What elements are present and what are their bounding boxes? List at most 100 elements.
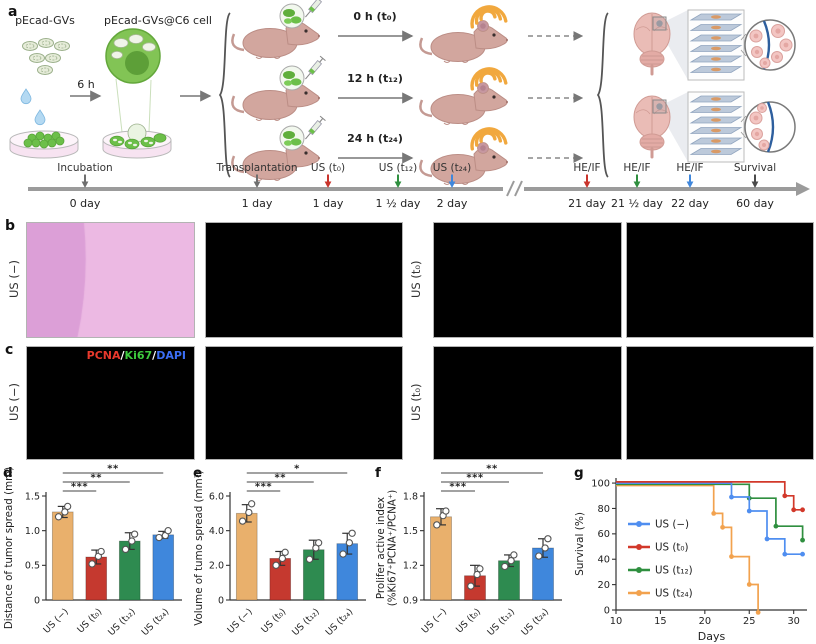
data-point bbox=[476, 565, 484, 573]
data-point bbox=[501, 562, 509, 571]
data-point bbox=[348, 529, 356, 537]
timeline-arrowhead bbox=[796, 182, 810, 196]
data-point bbox=[541, 544, 549, 552]
analysis-group-bottom bbox=[632, 91, 797, 163]
survival-step-line bbox=[616, 484, 759, 613]
data-point bbox=[507, 557, 515, 565]
ki67-label: Ki67 bbox=[124, 349, 153, 362]
x-category-label: US (−) bbox=[41, 606, 70, 635]
timeline-day-label: 1 day bbox=[242, 197, 273, 210]
chart-volume-of-tumor-spread: e 0 2.0 4.0 6.0 Volume of tumo spread (mm³) US… bbox=[193, 464, 366, 638]
survival-dot bbox=[755, 610, 761, 615]
timeline-event-label: HE/IF bbox=[573, 162, 600, 174]
legend-dot bbox=[636, 567, 642, 573]
legend-dot bbox=[636, 521, 642, 527]
if-image-us-neg-low-mag: PCNA/Ki67/DAPI bbox=[26, 346, 195, 460]
survival-dot bbox=[746, 508, 752, 514]
panel-a-label: a bbox=[8, 4, 17, 20]
survival-dot bbox=[711, 511, 717, 516]
x-category-label: US (t₂₄) bbox=[324, 606, 356, 638]
data-point bbox=[272, 561, 280, 569]
data-point bbox=[128, 537, 136, 545]
survival-dot bbox=[729, 554, 734, 559]
y-tick-label: 6.0 bbox=[209, 491, 224, 502]
fluorescence-canvas bbox=[27, 347, 194, 459]
data-point bbox=[238, 517, 247, 525]
survival-dot bbox=[791, 507, 797, 513]
x-category-label: US (t₂₄) bbox=[519, 606, 551, 638]
mouse-row-1: 0 h (t₀) bbox=[231, 0, 584, 64]
data-point bbox=[305, 555, 314, 563]
analysis-group-top bbox=[632, 9, 797, 81]
he-image-us-t0-high-mag bbox=[626, 222, 814, 338]
c6-cells-in-dish bbox=[23, 131, 65, 149]
legend-label: US (t₂₄) bbox=[655, 588, 693, 600]
timeline-break-slash bbox=[506, 180, 515, 197]
data-point bbox=[248, 500, 256, 508]
panel-c-label: c bbox=[5, 342, 14, 358]
x-category-label: US (t₀) bbox=[454, 606, 483, 635]
group-label-us-neg: US (−) bbox=[7, 260, 21, 298]
significance-stars: ** bbox=[91, 473, 103, 484]
y-axis-label: Distance of tumor spread (mm) bbox=[3, 467, 15, 629]
data-point bbox=[155, 533, 163, 542]
survival-dot bbox=[764, 536, 770, 542]
histology-canvas bbox=[627, 223, 813, 337]
significance-stars: *** bbox=[255, 482, 272, 493]
injection-time-0h: 0 h (t₀) bbox=[353, 10, 396, 23]
y-tick-label: 0 bbox=[218, 595, 224, 606]
x-category-label: US (t₁₂) bbox=[485, 606, 517, 638]
timeline-break-slash bbox=[514, 180, 523, 197]
survival-dot bbox=[782, 493, 788, 499]
survival-dot bbox=[720, 524, 726, 530]
timeline-day-label: 1 day bbox=[313, 197, 344, 210]
significance-stars: ** bbox=[486, 464, 498, 475]
group-label-us-t0: US (t₀) bbox=[409, 383, 423, 421]
x-category-label: US (t₀) bbox=[75, 606, 104, 635]
significance-stars: *** bbox=[71, 482, 88, 493]
x-category-label: US (−) bbox=[420, 606, 449, 635]
survival-series-US (t₀) bbox=[616, 481, 805, 513]
y-axis-label: Volume of tumo spread (mm³) bbox=[193, 470, 205, 626]
x-tick-label: 15 bbox=[654, 616, 666, 627]
data-point bbox=[281, 548, 289, 556]
timeline-event-arrowhead bbox=[81, 181, 89, 188]
timeline-event-arrowhead bbox=[751, 181, 759, 188]
timeline-event-arrowhead bbox=[394, 181, 402, 188]
data-point bbox=[339, 550, 347, 558]
timeline-event-label: Incubation bbox=[57, 162, 112, 174]
fluorescence-canvas bbox=[627, 347, 813, 459]
y-tick-label: 100 bbox=[591, 478, 610, 489]
survival-dot bbox=[746, 582, 752, 587]
y-axis-label: (%Ki67⁺PCNA⁺/PCNA⁺) bbox=[387, 490, 399, 607]
survival-dot bbox=[773, 523, 779, 529]
stain-legend: PCNA/Ki67/DAPI bbox=[86, 349, 186, 362]
timeline-day-label: 60 day bbox=[736, 197, 774, 210]
x-tick-label: 20 bbox=[699, 616, 711, 627]
y-tick-label: 20 bbox=[598, 580, 610, 591]
timeline-day-label: 21 ½ day bbox=[611, 197, 663, 210]
bar-US (−) bbox=[51, 511, 74, 601]
significance-stars: *** bbox=[449, 482, 466, 493]
group-label-us-neg: US (−) bbox=[7, 383, 21, 421]
significance-stars: ** bbox=[275, 473, 287, 484]
panel-letter: f bbox=[375, 465, 381, 481]
y-tick-label: 1.5 bbox=[25, 491, 40, 502]
data-point bbox=[510, 551, 518, 559]
x-axis-label: Days bbox=[698, 630, 726, 643]
survival-series-US (t₁₂) bbox=[616, 483, 805, 543]
data-point bbox=[164, 527, 172, 535]
data-point bbox=[54, 513, 63, 521]
y-tick-label: 0.9 bbox=[403, 595, 418, 606]
if-image-us-t0-low-mag bbox=[433, 346, 622, 460]
survival-series-US (t₂₄) bbox=[616, 484, 761, 615]
bar-US (−) bbox=[430, 516, 452, 601]
timeline: Incubation 0 day Transplantation 1 day US (t… bbox=[28, 162, 810, 210]
injection-time-12h: 12 h (t₁₂) bbox=[347, 72, 403, 85]
data-point bbox=[345, 539, 353, 547]
if-image-us-neg-high-mag bbox=[205, 346, 403, 460]
right-brace bbox=[596, 12, 609, 178]
panel-letter: g bbox=[574, 465, 584, 481]
chart-distance-of-tumor-spread: d 0 0.5 1.0 1.5 Distance of tumor spread (mm)… bbox=[3, 464, 182, 638]
